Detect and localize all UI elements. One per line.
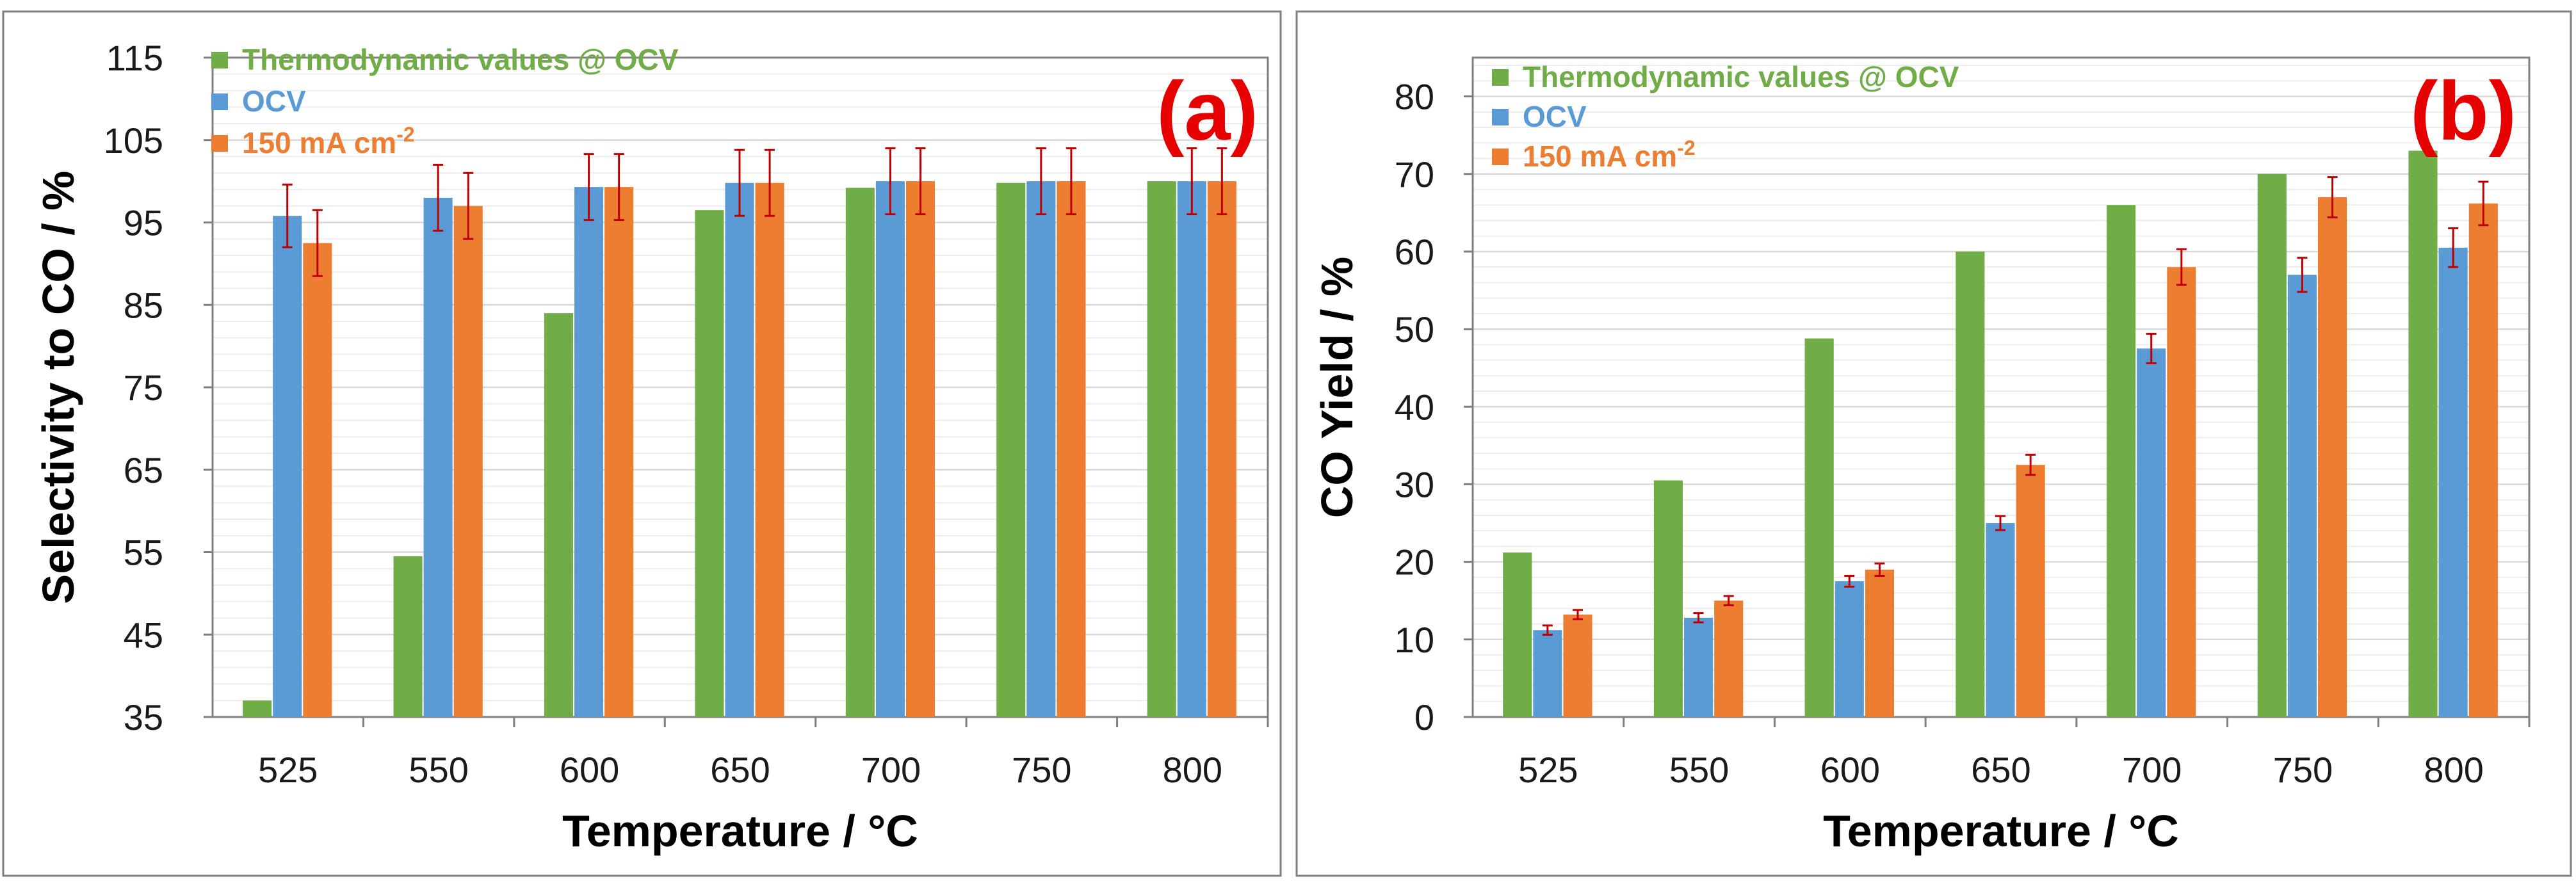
bar <box>2257 173 2287 717</box>
legend-swatch <box>211 52 228 68</box>
panel-a-chart: 35 45 55 65 75 85 95 105 115 525 550 600 650 700 750 80… <box>2 10 1282 877</box>
bar <box>243 700 272 717</box>
y-tick-label: 40 <box>1395 387 1434 427</box>
legend-superscript: -2 <box>1677 136 1695 159</box>
bar <box>725 182 754 717</box>
y-tick-label: 50 <box>1395 309 1434 350</box>
bar <box>1865 569 1894 717</box>
bar <box>1563 615 1592 717</box>
x-axis-title: Temperature / °C <box>562 806 918 856</box>
bar <box>2167 267 2196 717</box>
bar <box>1207 181 1236 717</box>
y-tick-label: 80 <box>1395 77 1434 117</box>
x-tick-label: 650 <box>1971 750 2030 790</box>
legend-swatch <box>1492 69 1509 86</box>
x-tick-label: 700 <box>861 750 921 790</box>
bar <box>2318 197 2347 717</box>
bar <box>303 243 332 717</box>
bar <box>1026 181 1056 717</box>
legend-superscript: -2 <box>396 123 414 146</box>
y-tick-label: 10 <box>1395 620 1434 660</box>
x-tick-label: 750 <box>2273 750 2333 790</box>
y-tick-label: 55 <box>124 533 163 573</box>
y-tick-label: 30 <box>1395 464 1434 504</box>
bar <box>2468 203 2498 717</box>
panel-label: (a) <box>1156 64 1258 157</box>
x-tick-label: 600 <box>1820 750 1880 790</box>
panel-border <box>2 10 1282 877</box>
legend-swatch <box>211 93 228 110</box>
bar <box>1684 617 1713 717</box>
y-tick-label: 45 <box>124 615 163 655</box>
bar <box>1503 552 1532 717</box>
bar <box>695 210 724 717</box>
x-tick-label: 550 <box>1669 750 1729 790</box>
bar <box>1057 181 1086 717</box>
legend-entry: Thermodynamic values @ OCV <box>242 43 679 76</box>
bar <box>544 313 574 717</box>
bar <box>1835 581 1864 717</box>
bar <box>1177 181 1206 717</box>
bar <box>273 216 302 717</box>
bar <box>1986 523 2015 717</box>
y-tick-label: 115 <box>106 38 163 78</box>
x-tick-label: 800 <box>2424 750 2483 790</box>
bar <box>574 187 604 717</box>
y-tick-label: 65 <box>124 450 163 490</box>
bar <box>2408 150 2438 718</box>
x-tick-label: 700 <box>2122 750 2182 790</box>
bar <box>2438 247 2468 718</box>
bar <box>1533 630 1562 717</box>
bar <box>2107 205 2136 717</box>
bar <box>1956 251 1985 717</box>
bar <box>2287 275 2317 717</box>
bar <box>393 556 423 717</box>
y-tick-label: 105 <box>104 120 163 161</box>
x-axis-title: Temperature / °C <box>1823 806 2179 856</box>
x-tick-label: 525 <box>1518 750 1578 790</box>
bar <box>755 182 784 717</box>
y-tick-label: 95 <box>124 203 163 243</box>
bar <box>875 181 905 717</box>
legend-swatch <box>211 135 228 152</box>
bar <box>1804 338 1834 717</box>
bar <box>453 205 483 717</box>
y-tick-label: 35 <box>124 697 163 737</box>
legend-entry: OCV <box>1523 100 1587 133</box>
panel-border <box>1295 10 2572 877</box>
legend-entry: OCV <box>242 85 306 118</box>
legend-entry: Thermodynamic values @ OCV <box>1523 60 1959 93</box>
x-tick-label: 600 <box>560 750 619 790</box>
bar <box>1147 181 1176 717</box>
bar <box>905 181 936 717</box>
bar <box>996 182 1026 717</box>
legend-swatch <box>1492 109 1509 125</box>
y-axis-title: CO Yield / % <box>1312 257 1362 518</box>
bar <box>1714 600 1744 717</box>
bar <box>2016 465 2045 717</box>
y-axis-title: Selectivity to CO / % <box>33 171 83 604</box>
x-tick-label: 750 <box>1012 750 1071 790</box>
y-tick-label: 20 <box>1395 542 1434 583</box>
bar <box>604 187 634 717</box>
legend-swatch <box>1492 149 1509 165</box>
bar <box>845 188 875 717</box>
x-tick-label: 525 <box>258 750 318 790</box>
legend-entry: 150 mA cm-2 <box>1523 136 1696 173</box>
bar <box>423 197 453 717</box>
y-tick-label: 60 <box>1395 232 1434 272</box>
y-tick-label: 70 <box>1395 154 1434 195</box>
bar <box>1653 480 1683 717</box>
panel-label: (b) <box>2410 64 2516 157</box>
x-tick-label: 800 <box>1163 750 1222 790</box>
y-tick-label: 75 <box>124 367 163 408</box>
x-tick-label: 550 <box>409 750 468 790</box>
bar <box>2137 348 2166 717</box>
x-tick-label: 650 <box>710 750 770 790</box>
y-tick-label: 85 <box>124 285 163 325</box>
panel-b-chart: 0 10 20 30 40 50 60 70 80 525 550 600 650 700 750 800 Te… <box>1295 10 2572 877</box>
legend-entry: 150 mA cm-2 <box>242 123 415 159</box>
y-tick-label: 0 <box>1414 697 1434 737</box>
